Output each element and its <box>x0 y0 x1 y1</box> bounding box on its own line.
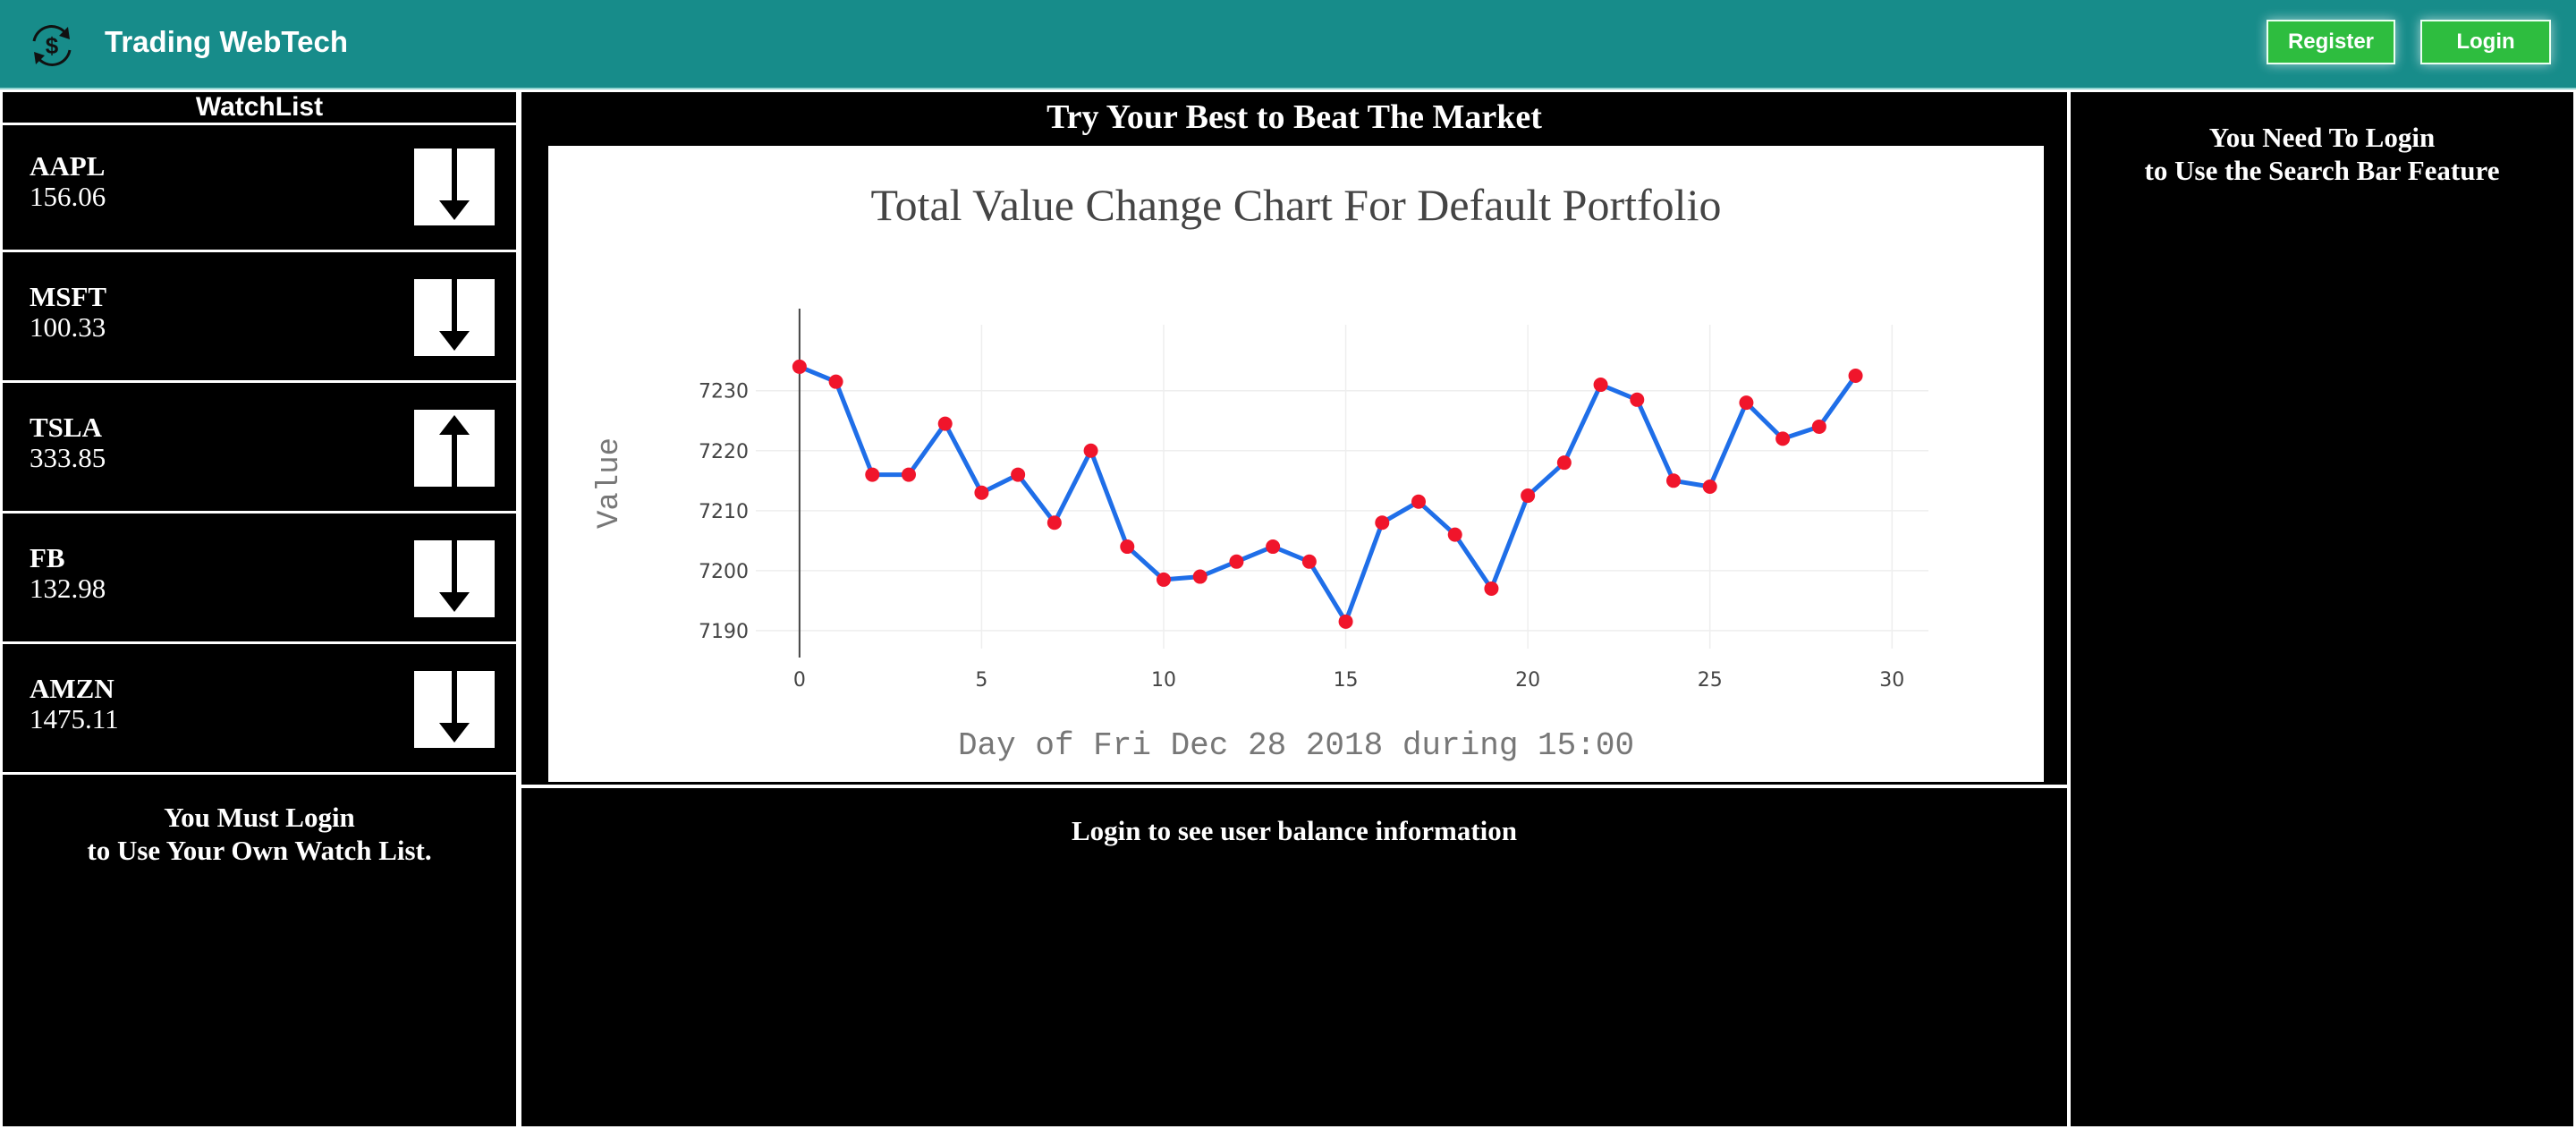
chart-panel: Try Your Best to Beat The Market Total V… <box>519 89 2070 787</box>
data-point[interactable] <box>1521 488 1536 504</box>
data-point[interactable] <box>1775 431 1791 446</box>
series-line <box>798 364 1858 624</box>
x-tick-label: 5 <box>975 669 987 692</box>
balance-panel: Login to see user balance information <box>519 785 2070 1129</box>
dollar-refresh-icon[interactable]: $ <box>25 21 79 70</box>
data-point[interactable] <box>792 359 807 374</box>
data-point[interactable] <box>1411 494 1426 509</box>
data-point[interactable] <box>1702 480 1717 494</box>
x-tick-label: 25 <box>1698 669 1723 692</box>
data-point[interactable] <box>902 467 916 482</box>
arrow-up-icon <box>414 410 495 487</box>
x-tick-label: 20 <box>1515 669 1540 692</box>
data-point[interactable] <box>1192 569 1208 584</box>
value-change-chart[interactable]: Total Value Change Chart For Default Por… <box>548 146 2044 782</box>
data-point[interactable] <box>1556 455 1572 471</box>
balance-login-message: Login to see user balance information <box>1072 815 1517 846</box>
center-title: Try Your Best to Beat The Market <box>1046 98 1542 136</box>
search-login-message: You Need To Login to Use the Search Bar … <box>2071 121 2573 187</box>
watchlist-item[interactable]: TSLA 333.85 <box>3 386 516 514</box>
stock-symbol[interactable]: TSLA <box>30 412 102 443</box>
data-point[interactable] <box>1083 443 1098 458</box>
chart-title: Total Value Change Chart For Default Por… <box>871 180 1722 230</box>
data-point[interactable] <box>1593 378 1608 393</box>
stock-price: 156.06 <box>30 181 106 212</box>
watchlist-item[interactable]: AAPL 156.06 <box>3 125 516 252</box>
data-point[interactable] <box>937 416 953 431</box>
x-tick-label: 0 <box>793 669 806 692</box>
data-point[interactable] <box>1120 539 1135 555</box>
stock-price: 333.85 <box>30 442 106 473</box>
watchlist-login-line-1: You Must Login <box>164 802 355 833</box>
y-tick-label: 7190 <box>699 621 749 643</box>
data-point[interactable] <box>1848 368 1863 383</box>
watchlist-title: WatchList <box>3 92 516 125</box>
data-point[interactable] <box>1630 392 1645 407</box>
arrow-down-icon <box>414 279 495 356</box>
x-tick-label: 10 <box>1151 669 1176 692</box>
data-point[interactable] <box>1157 572 1171 587</box>
watchlist-item[interactable]: MSFT 100.33 <box>3 256 516 383</box>
stock-price: 132.98 <box>30 573 106 604</box>
y-tick-label: 7210 <box>699 501 749 523</box>
arrow-down-icon <box>414 671 495 748</box>
top-navbar: $ Trading WebTech Register Login <box>0 0 2576 89</box>
stock-symbol[interactable]: MSFT <box>30 281 107 312</box>
y-tick-label: 7230 <box>699 381 749 403</box>
app-title[interactable]: Trading WebTech <box>105 25 348 58</box>
data-point[interactable] <box>1301 554 1317 569</box>
data-point[interactable] <box>828 374 843 389</box>
x-tick-label: 30 <box>1879 669 1904 692</box>
stock-symbol[interactable]: FB <box>30 542 65 573</box>
stock-price: 100.33 <box>30 311 106 343</box>
svg-text:$: $ <box>46 32 59 59</box>
stock-price: 1475.11 <box>30 703 119 734</box>
register-button[interactable]: Register <box>2267 20 2395 64</box>
data-point[interactable] <box>1739 395 1754 411</box>
x-axis-label: Day of Fri Dec 28 2018 during 15:00 <box>958 727 1634 764</box>
data-point[interactable] <box>1046 515 1062 531</box>
stock-symbol[interactable]: AMZN <box>30 673 114 704</box>
stock-symbol[interactable]: AAPL <box>30 150 106 182</box>
chart-svg[interactable]: Total Value Change Chart For Default Por… <box>548 146 2044 782</box>
data-point[interactable] <box>865 467 880 482</box>
data-point[interactable] <box>1666 473 1681 488</box>
login-button[interactable]: Login <box>2420 20 2551 64</box>
data-point[interactable] <box>1011 467 1026 482</box>
search-panel: You Need To Login to Use the Search Bar … <box>2068 89 2576 1129</box>
arrow-down-icon <box>414 149 495 225</box>
watchlist-item[interactable]: FB 132.98 <box>3 517 516 644</box>
data-point[interactable] <box>974 485 989 500</box>
y-tick-label: 7200 <box>699 561 749 583</box>
search-login-line-2: to Use the Search Bar Feature <box>2144 155 2500 186</box>
data-point[interactable] <box>1447 527 1462 542</box>
watchlist-item[interactable]: AMZN 1475.11 <box>3 648 516 775</box>
data-point[interactable] <box>1375 515 1390 531</box>
arrow-down-icon <box>414 540 495 617</box>
data-point[interactable] <box>1266 539 1281 555</box>
x-tick-label: 15 <box>1334 669 1359 692</box>
watchlist-panel: WatchList AAPL 156.06 MSFT 100.33 TSLA 333.85… <box>0 89 519 1129</box>
data-point[interactable] <box>1229 554 1244 569</box>
search-login-line-1: You Need To Login <box>2208 122 2436 153</box>
data-point[interactable] <box>1484 581 1499 596</box>
watchlist-login-message: You Must Login to Use Your Own Watch Lis… <box>3 801 516 867</box>
y-tick-label: 7220 <box>699 441 749 463</box>
data-point[interactable] <box>1338 614 1353 629</box>
watchlist-login-line-2: to Use Your Own Watch List. <box>87 835 432 866</box>
data-point[interactable] <box>1811 419 1826 434</box>
y-axis-label: Value <box>593 437 627 529</box>
